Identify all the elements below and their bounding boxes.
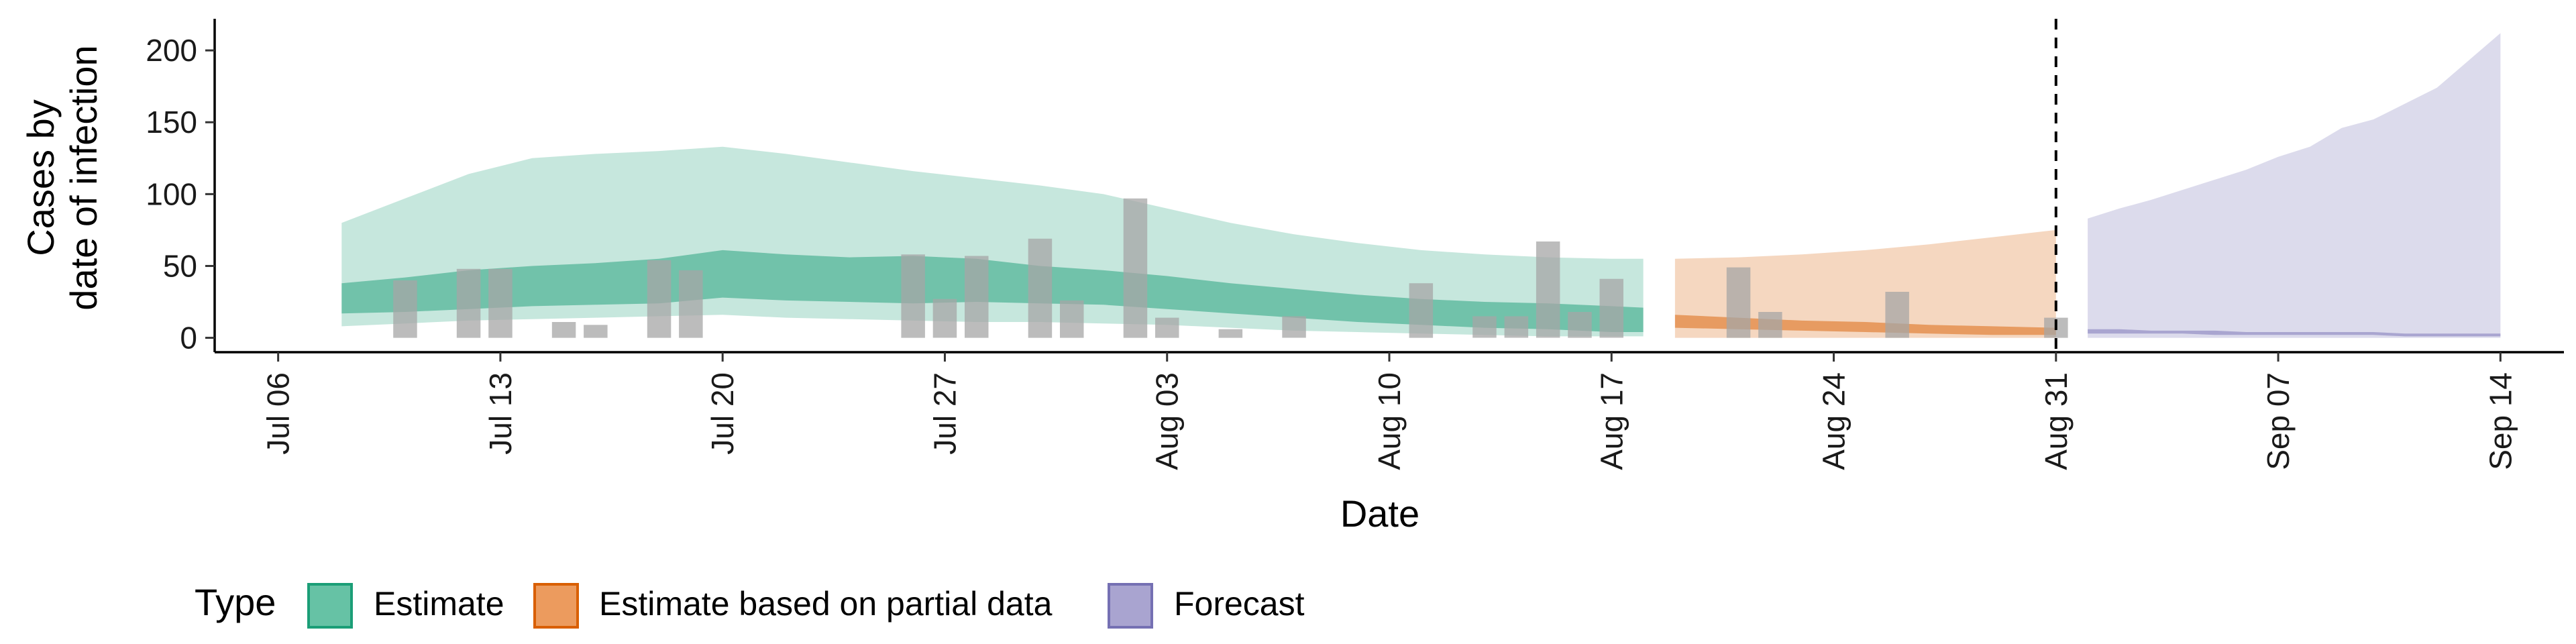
- bar-2020-07-12: [456, 268, 481, 338]
- legend-key-forecast: [1108, 583, 1153, 629]
- x-tick-label-2020-08-24: Aug 24: [1817, 372, 1851, 470]
- x-tick-label-2020-07-20: Jul 20: [705, 372, 740, 455]
- bar-2020-07-15: [551, 322, 576, 338]
- bar-2020-08-13: [1472, 316, 1497, 338]
- bar-2020-07-13: [488, 268, 513, 338]
- bar-2020-08-17: [1599, 278, 1623, 338]
- x-tick-label-2020-08-31: Aug 31: [2039, 372, 2074, 470]
- bar-2020-07-18: [647, 260, 672, 338]
- x-tick-label-2020-08-10: Aug 10: [1372, 372, 1407, 470]
- bar-2020-07-30: [1028, 238, 1053, 338]
- legend-label-estimate: Estimate: [374, 585, 504, 623]
- bar-2020-07-27: [932, 299, 957, 338]
- bar-2020-08-07: [1282, 316, 1306, 338]
- bar-2020-08-02: [1123, 198, 1148, 338]
- bar-2020-08-14: [1504, 316, 1529, 338]
- bar-2020-07-31: [1060, 300, 1084, 338]
- bar-2020-08-15: [1536, 241, 1560, 338]
- x-tick-label-2020-08-17: Aug 17: [1594, 372, 1629, 470]
- legend: Type Estimate Estimate based on partial …: [195, 581, 1305, 629]
- x-tick-label-2020-07-06: Jul 06: [261, 372, 296, 455]
- x-tick-label-2020-07-27: Jul 27: [928, 372, 963, 455]
- bar-2020-08-22: [1758, 312, 1782, 338]
- bar-2020-08-21: [1726, 267, 1751, 338]
- bar-2020-08-03: [1155, 317, 1179, 338]
- x-tick-label-2020-09-07: Sep 07: [2261, 372, 2296, 470]
- ribbon-outer-forecast: [2088, 33, 2501, 338]
- axes: 0 50 100 150 200 Jul 06 Jul 13 Jul 20 Jul 27 Aug …: [146, 19, 2564, 470]
- bar-2020-07-16: [584, 325, 608, 338]
- y-tick-label-150: 150: [146, 105, 197, 140]
- x-axis-title: Date: [1340, 492, 1419, 535]
- legend-key-estimate-partial: [533, 583, 579, 629]
- y-axis-title-line-2: date of infection: [62, 45, 105, 310]
- y-tick-label-0: 0: [180, 321, 197, 356]
- bar-2020-08-05: [1218, 329, 1243, 338]
- bar-2020-07-28: [965, 256, 989, 338]
- legend-key-estimate: [307, 583, 353, 629]
- y-tick-label-200: 200: [146, 33, 197, 68]
- x-tick-label-2020-07-13: Jul 13: [483, 372, 518, 455]
- y-tick-label-100: 100: [146, 176, 197, 211]
- bar-2020-07-19: [679, 270, 703, 338]
- bar-2020-08-16: [1568, 312, 1592, 338]
- bar-2020-08-26: [1885, 292, 1909, 338]
- y-tick-label-50: 50: [163, 248, 197, 283]
- legend-title: Type: [195, 581, 276, 623]
- legend-label-forecast: Forecast: [1174, 585, 1305, 623]
- legend-label-estimate-partial: Estimate based on partial data: [599, 585, 1053, 623]
- bar-2020-08-11: [1409, 283, 1434, 338]
- plot-area: [341, 19, 2501, 352]
- bar-2020-07-26: [901, 254, 925, 338]
- x-tick-label-2020-09-14: Sep 14: [2483, 372, 2518, 470]
- ribbon-inner-forecast: [2088, 329, 2501, 337]
- x-tick-label-2020-08-03: Aug 03: [1150, 372, 1185, 470]
- ribbon-outer-estimate-based-on-partial-data: [1674, 229, 2056, 338]
- bar-2020-07-10: [393, 280, 417, 338]
- y-axis-title-line-1: Cases by: [19, 99, 62, 256]
